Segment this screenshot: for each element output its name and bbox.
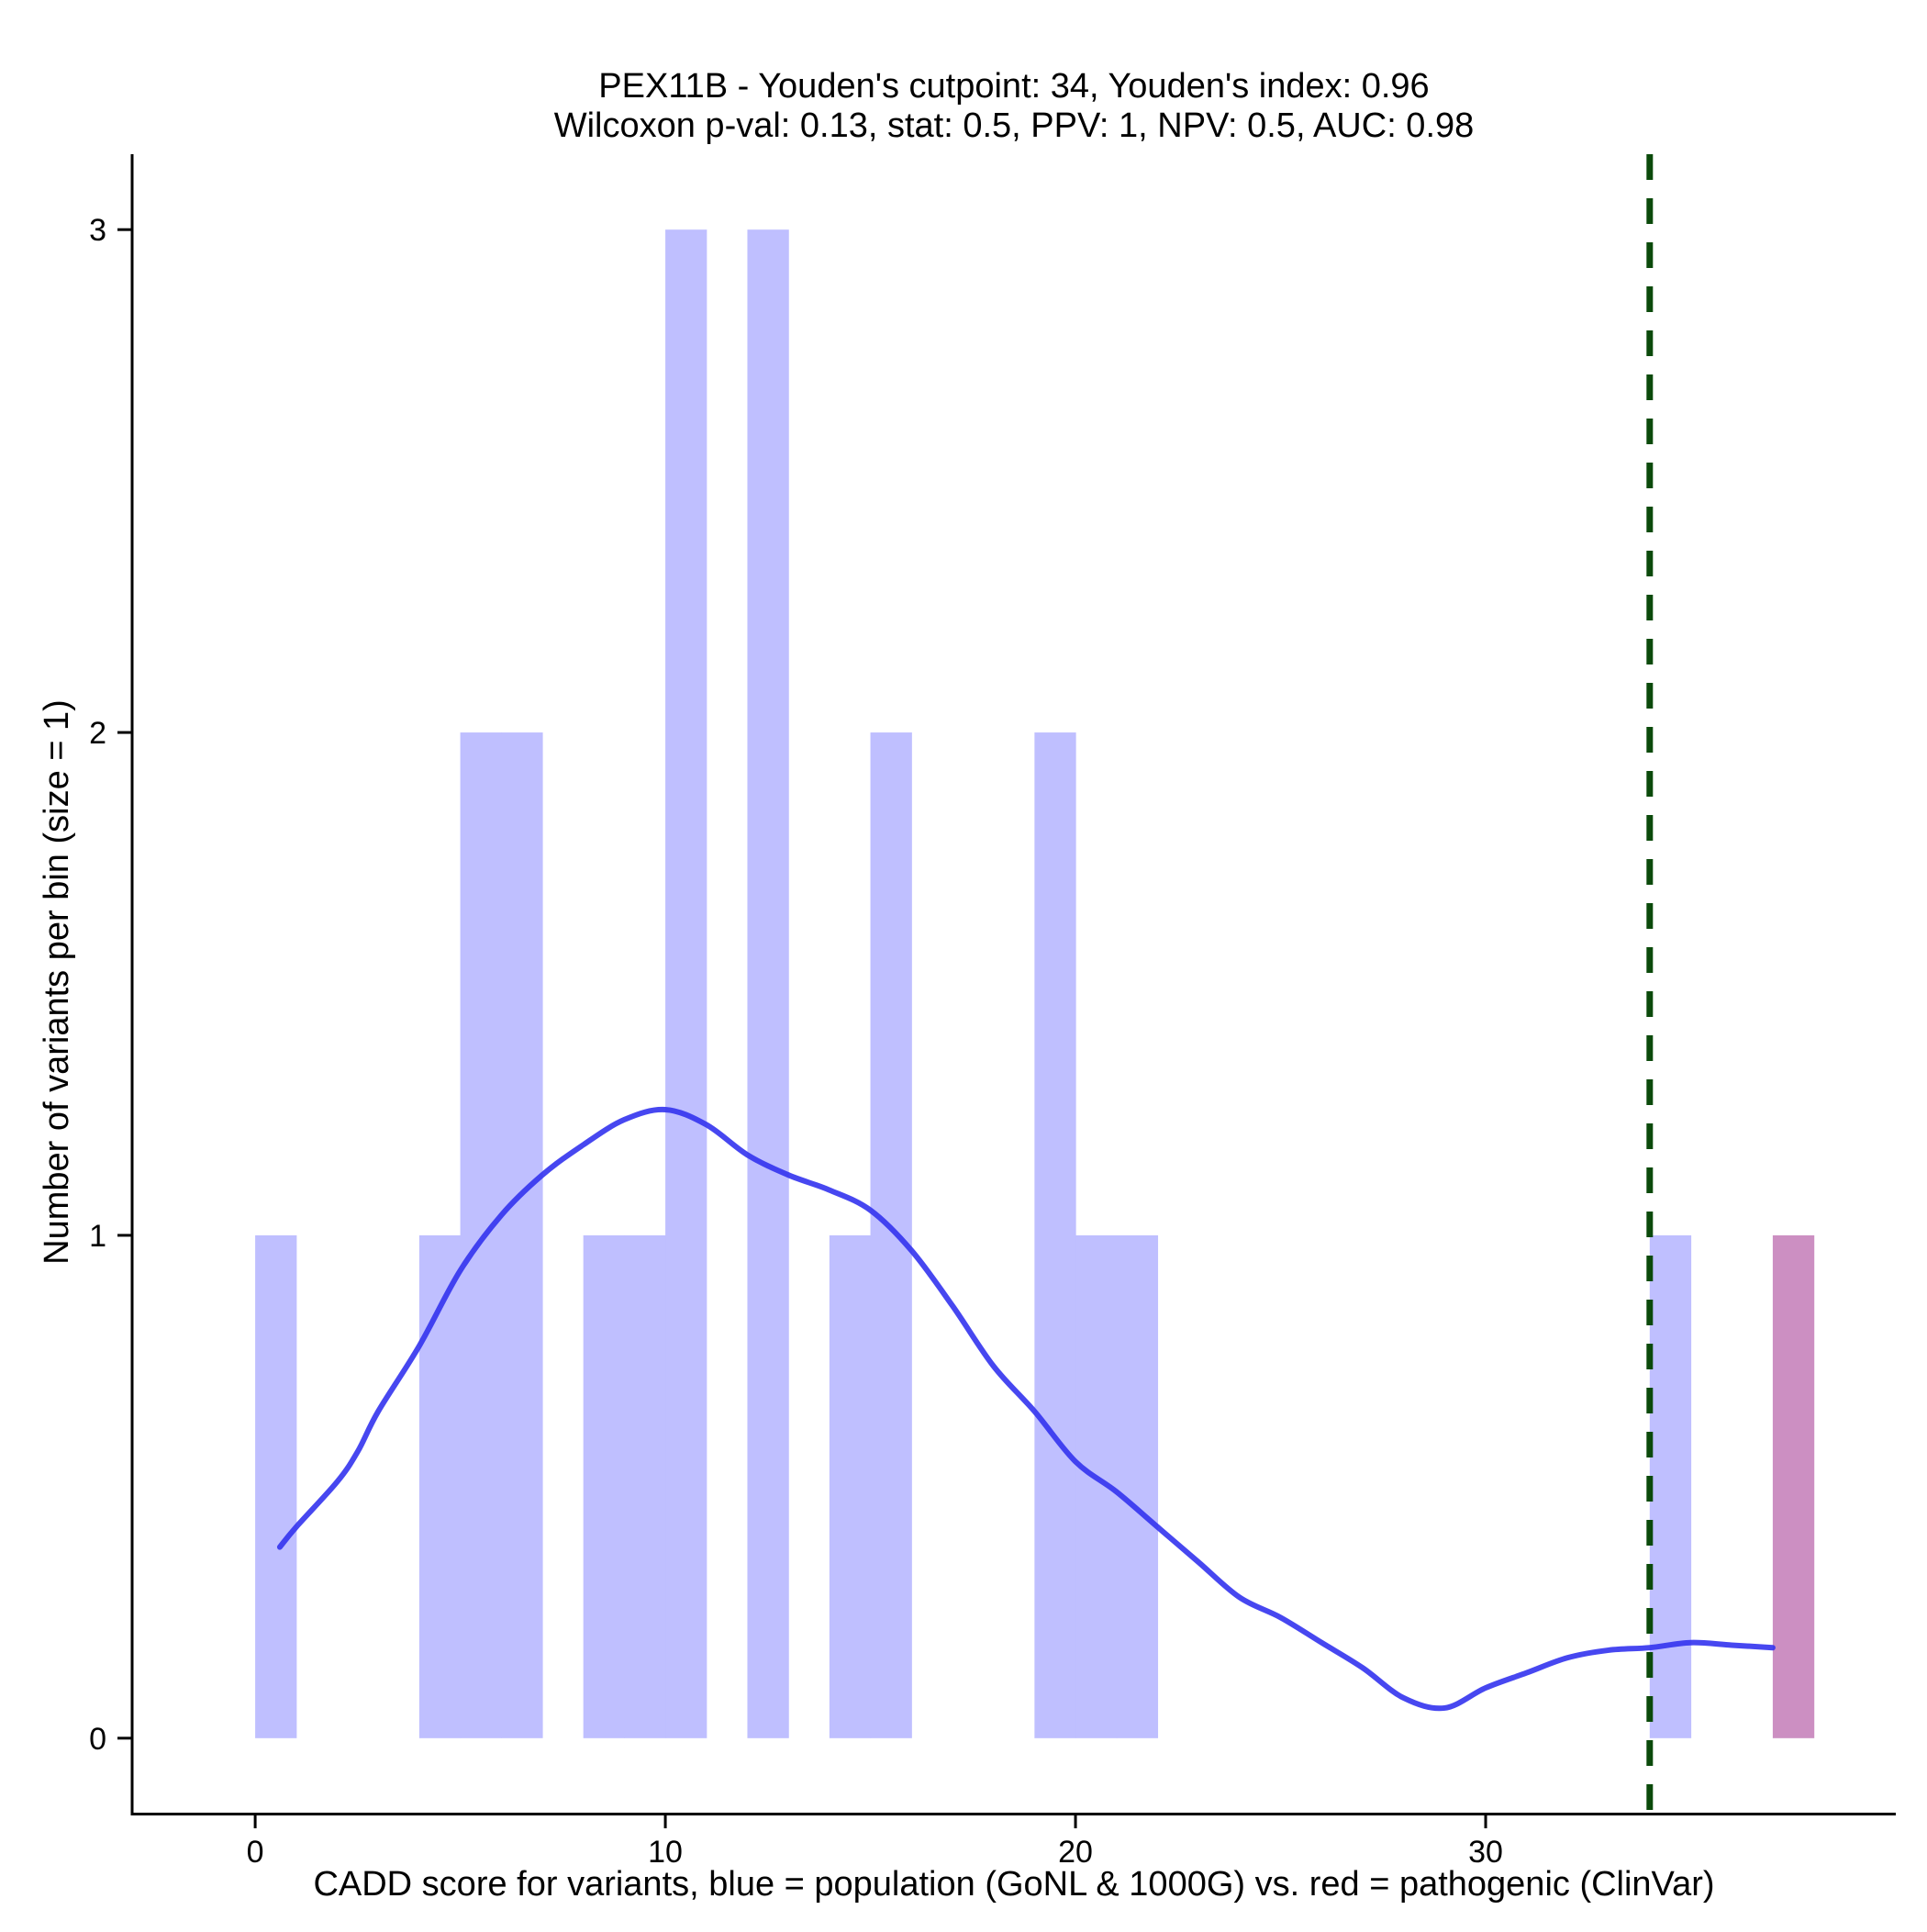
y-axis-title: Number of variants per bin (size = 1) <box>38 699 76 1265</box>
population-bar-0 <box>255 1234 297 1738</box>
x-tick-label-0: 0 <box>247 1835 264 1870</box>
y-tick-label-3: 3 <box>89 213 106 248</box>
bars-layer <box>255 229 1815 1738</box>
pathogenic-bar-37 <box>1772 1234 1815 1738</box>
y-tick-label-0: 0 <box>89 1722 106 1757</box>
y-tick-label-1: 1 <box>89 1219 106 1254</box>
y-ticks-layer: 0 1 2 3 <box>89 213 132 1757</box>
x-tick-label-20: 20 <box>1058 1835 1093 1870</box>
population-bar-4 <box>418 1234 462 1738</box>
population-bar-9 <box>624 1234 666 1738</box>
x-tick-label-30: 30 <box>1468 1835 1503 1870</box>
population-bar-8 <box>583 1234 625 1738</box>
population-bar-14 <box>829 1234 872 1738</box>
population-bar-5 <box>460 732 502 1738</box>
population-bar-6 <box>501 732 543 1738</box>
population-bar-19 <box>1034 732 1076 1738</box>
density-layer <box>276 1106 1776 1712</box>
population-bar-21 <box>1116 1234 1159 1738</box>
x-tick-label-10: 10 <box>648 1835 683 1870</box>
x-axis-title: CADD score for variants, blue = populati… <box>313 1865 1714 1904</box>
population-bar-15 <box>870 732 912 1738</box>
chart-title-line1: PEX11B - Youden's cutpoint: 34, Youden's… <box>598 67 1429 106</box>
population-bar-34 <box>1649 1234 1692 1738</box>
y-tick-label-2: 2 <box>89 716 106 751</box>
density-curve <box>276 1106 1776 1712</box>
population-bar-10 <box>665 229 707 1738</box>
chart-title-line2: Wilcoxon p-val: 0.13, stat: 0.5, PPV: 1,… <box>554 106 1475 145</box>
x-ticks-layer: 0 10 20 30 <box>247 1814 1503 1870</box>
population-bar-12 <box>747 229 789 1738</box>
